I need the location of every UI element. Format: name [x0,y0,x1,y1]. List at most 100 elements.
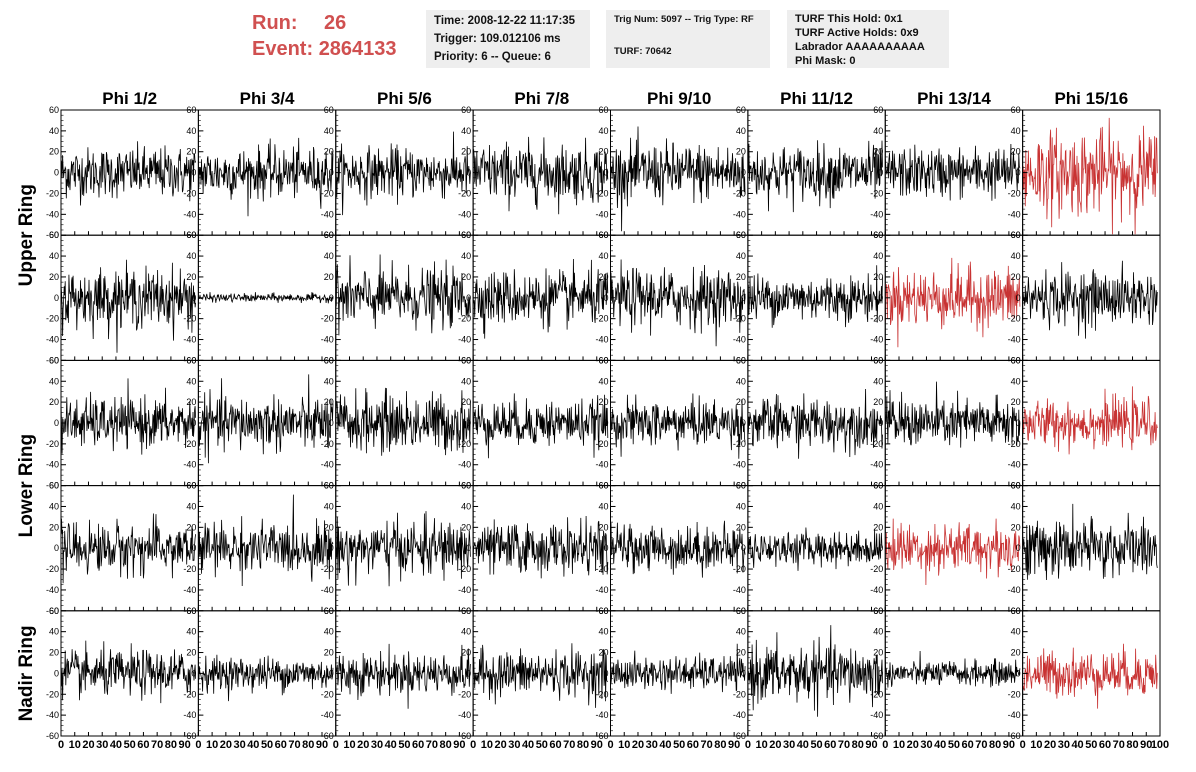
x-tick-label: 60 [962,739,974,751]
y-tick-label: 60 [1011,105,1021,115]
y-tick-label: -40 [183,710,196,720]
waveform-trace [60,640,196,704]
x-tick-label: 20 [82,739,94,751]
y-tick-label: 20 [461,522,471,532]
y-tick-label: -60 [46,606,59,616]
y-tick-label: 60 [1011,230,1021,240]
x-tick-label: 80 [1126,739,1138,751]
y-tick-label: -40 [733,209,746,219]
y-tick-label: 40 [1011,627,1021,637]
x-tick-label: 70 [701,739,713,751]
labrador-text: Labrador AAAAAAAAAA [795,41,925,53]
y-tick-label: -40 [321,335,334,345]
x-tick-label: 10 [481,739,493,751]
y-tick-label: -40 [870,460,883,470]
y-tick-label: 60 [324,230,334,240]
column-title: Phi 15/16 [1054,89,1128,108]
y-tick-label: 40 [49,251,59,261]
x-tick-label: 40 [110,739,122,751]
y-tick-label: -40 [458,335,471,345]
y-tick-label: -20 [321,188,334,198]
x-tick-label: 70 [288,739,300,751]
y-tick-label: -40 [1008,209,1021,219]
y-tick-label: -20 [183,314,196,324]
y-tick-label: 0 [878,543,883,553]
y-tick-label: 40 [186,126,196,136]
y-tick-label: 0 [603,543,608,553]
x-tick-label: 0 [1020,739,1026,751]
y-tick-label: 0 [741,168,746,178]
y-tick-label: 20 [1011,648,1021,658]
y-tick-label: 0 [466,418,471,428]
y-tick-label: -40 [595,585,608,595]
y-tick-label: -20 [458,564,471,574]
y-tick-label: 20 [324,522,334,532]
waveform-trace [747,265,883,328]
x-tick-label: 60 [412,739,424,751]
y-tick-label: 40 [1011,126,1021,136]
x-tick-label: 50 [810,739,822,751]
y-tick-label: 0 [329,543,334,553]
trigger-text: Trigger: 109.012106 ms [434,33,561,45]
time-text: Time: 2008-12-22 11:17:35 [434,15,576,27]
x-tick-label: 40 [1071,739,1083,751]
x-tick-label: 70 [426,739,438,751]
x-tick-label: 40 [522,739,534,751]
y-tick-label: -20 [870,564,883,574]
x-tick-label: 80 [165,739,177,751]
y-tick-label: 60 [186,230,196,240]
y-tick-label: 60 [598,606,608,616]
y-tick-label: -60 [870,731,883,741]
x-tick-label: 80 [440,739,452,751]
y-tick-label: 20 [49,648,59,658]
y-tick-label: 40 [1011,376,1021,386]
y-tick-label: 40 [598,501,608,511]
y-tick-label: 40 [49,627,59,637]
y-tick-label: -40 [321,585,334,595]
y-tick-label: -20 [46,314,59,324]
waveform-trace [198,654,334,702]
y-tick-label: 20 [49,272,59,282]
waveform-trace [335,131,471,216]
y-tick-label: 40 [461,376,471,386]
x-tick-label: 90 [728,739,740,751]
y-tick-label: 20 [736,397,746,407]
y-tick-label: 40 [49,501,59,511]
y-tick-label: -20 [870,689,883,699]
column-title: Phi 5/6 [377,89,432,108]
y-tick-label: 0 [603,418,608,428]
y-tick-label: 60 [461,606,471,616]
y-tick-label: 20 [873,397,883,407]
y-tick-label: 40 [873,501,883,511]
y-tick-label: 20 [873,648,883,658]
waveform-trace [747,140,883,213]
y-tick-label: -60 [46,481,59,491]
waveform-trace [1022,117,1158,235]
y-tick-label: 0 [54,543,59,553]
y-tick-label: -40 [458,710,471,720]
y-tick-label: 20 [873,522,883,532]
waveform-trace [198,292,334,304]
y-tick-label: -20 [1008,439,1021,449]
y-tick-label: 60 [873,481,883,491]
event-value: 2864133 [318,38,397,60]
y-tick-label: 40 [598,376,608,386]
y-tick-label: -20 [321,564,334,574]
waveform-trace [60,141,196,206]
priority-text: Priority: 6 -- Queue: 6 [434,51,551,63]
y-tick-label: 20 [598,272,608,282]
y-tick-label: -40 [595,209,608,219]
x-tick-label: 60 [275,739,287,751]
y-tick-label: -40 [46,710,59,720]
y-tick-label: 60 [1011,481,1021,491]
y-tick-label: -20 [733,689,746,699]
y-tick-label: 0 [741,668,746,678]
y-tick-label: -40 [458,209,471,219]
x-tick-label: 10 [343,739,355,751]
y-tick-label: -20 [733,188,746,198]
y-tick-label: -60 [595,731,608,741]
y-tick-label: -20 [733,564,746,574]
y-tick-label: -20 [870,439,883,449]
y-tick-label: 60 [598,481,608,491]
waveform-trace [335,254,471,336]
